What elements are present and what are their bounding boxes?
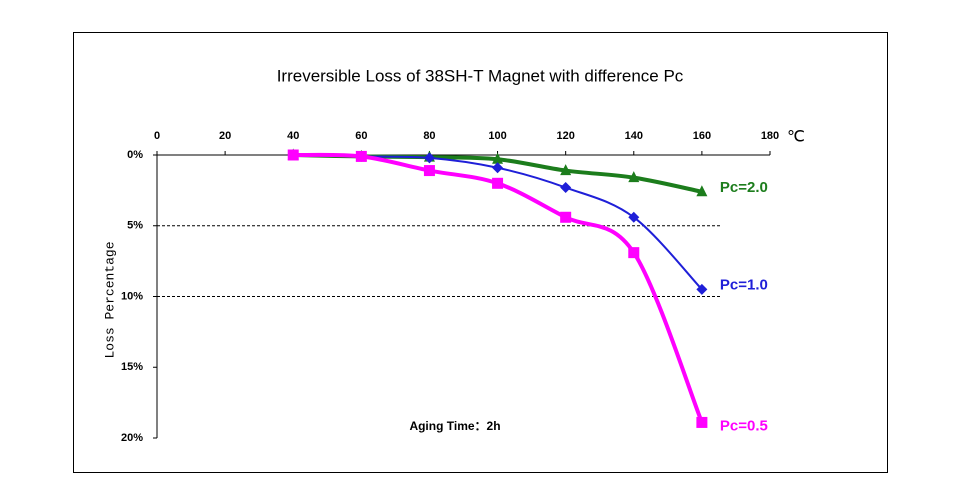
chart-frame (73, 32, 888, 473)
y-tick-label: 5% (127, 220, 143, 232)
marker (628, 247, 640, 259)
marker (696, 185, 708, 197)
annotation: Aging Time：2h (409, 419, 500, 433)
x-tick-label: 160 (693, 130, 711, 142)
y-tick-label: 20% (121, 432, 143, 444)
y-tick-label: 10% (121, 290, 143, 302)
series-label: Pc=2.0 (720, 179, 768, 196)
marker (628, 171, 640, 183)
x-tick-label: 120 (556, 130, 574, 142)
series-label: Pc=1.0 (720, 276, 768, 293)
series-label: Pc=0.5 (720, 417, 768, 434)
marker (492, 177, 504, 189)
chart-title: Irreversible Loss of 38SH-T Magnet with … (277, 66, 684, 85)
y-axis-label: Loss Percentage (102, 241, 117, 358)
marker (423, 165, 435, 177)
marker (492, 162, 504, 174)
marker (492, 152, 504, 164)
x-unit: ℃ (787, 129, 805, 146)
y-tick-label: 15% (121, 361, 143, 373)
marker (696, 283, 708, 295)
x-tick-label: 180 (761, 130, 779, 142)
marker (696, 416, 708, 428)
marker (287, 149, 299, 161)
x-tick-label: 100 (488, 130, 506, 142)
x-tick-label: 80 (423, 130, 435, 142)
marker (560, 211, 572, 223)
x-tick-label: 140 (625, 130, 643, 142)
x-tick-label: 20 (219, 130, 231, 142)
x-tick-label: 40 (287, 130, 299, 142)
x-tick-label: 60 (355, 130, 367, 142)
x-tick-label: 0 (154, 130, 160, 142)
marker (423, 152, 435, 164)
marker (560, 182, 572, 194)
y-tick-label: 0% (127, 149, 143, 161)
marker (628, 211, 640, 223)
marker (560, 164, 572, 176)
marker (355, 150, 367, 162)
